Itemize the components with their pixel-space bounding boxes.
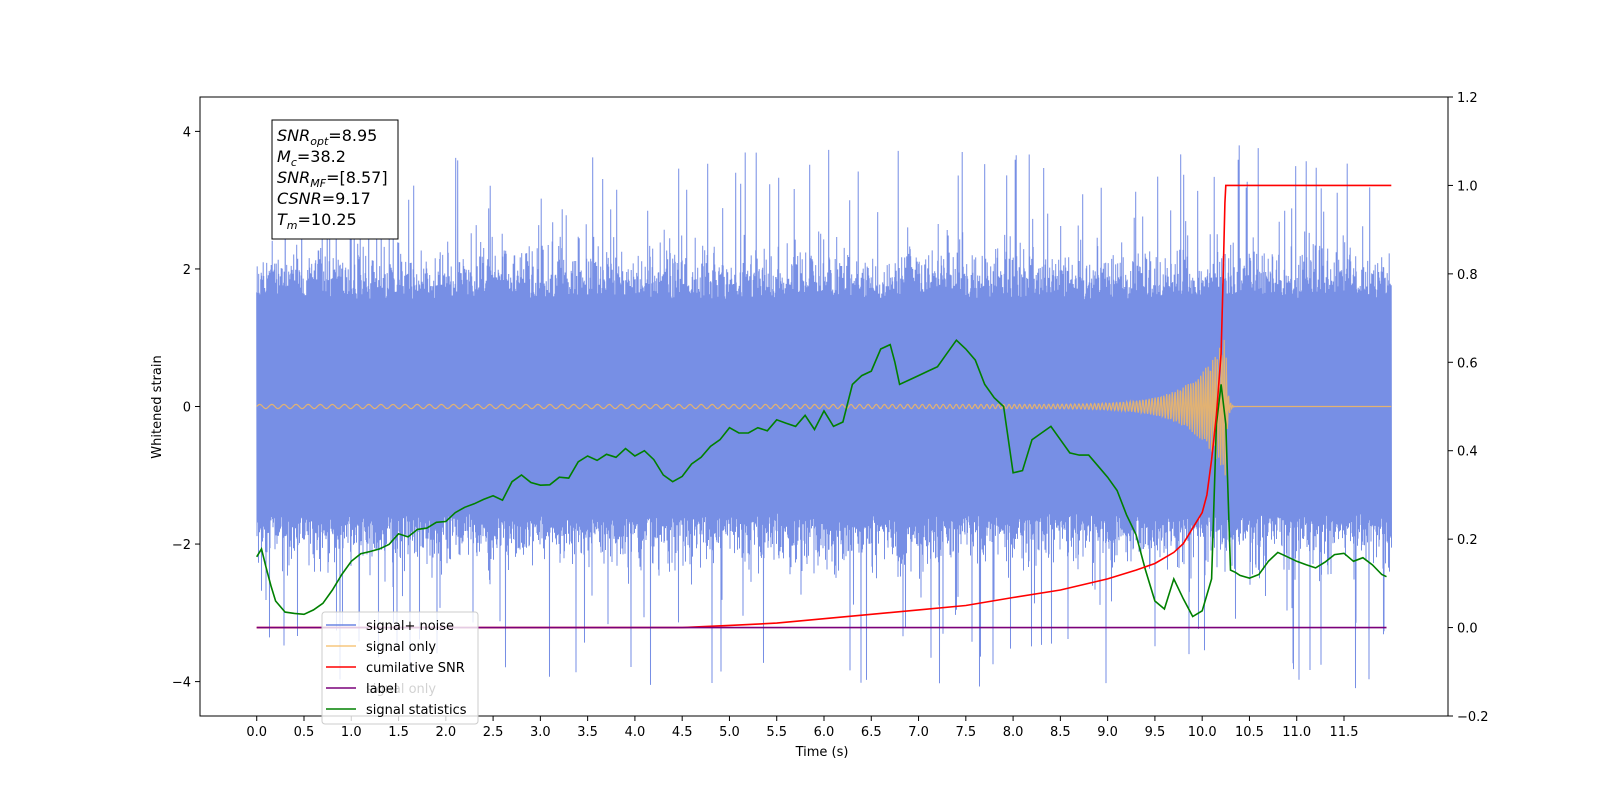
y2-tick-label: 0.2 [1457,533,1478,548]
y-tick-label: −4 [172,676,191,691]
legend-label: signal only [366,640,436,655]
x-tick-label: 3.0 [530,725,551,740]
info-line: SNRopt=8.95 [277,126,377,148]
info-line-symbol: T [277,210,288,229]
info-box: SNRopt=8.95Mc=38.2SNRMF=[8.57]CSNR=9.17T… [271,119,399,240]
y2-tick-label: 1.0 [1457,179,1478,194]
signal-statistics-line [256,338,1387,618]
info-line-subscript: m [287,219,298,232]
info-line-symbol: M [277,147,291,166]
signal-only-trace [256,339,1392,476]
x-axis: 0.0 0.5 1.0 1.5 2.0 2.5 3.0 3.5 4.0 4.5 5.0 5.5 6.0 6… [246,716,1358,740]
info-line-value: =10.25 [298,210,357,229]
y2-tick-label: 0.6 [1457,356,1478,371]
x-tick-label: 2.0 [435,725,456,740]
legend-frame [321,611,479,725]
x-tick-label: 7.0 [908,725,929,740]
legend: signal+ noise signal only cumilative SNR la… [321,611,479,725]
info-line-subscript: opt [310,135,329,148]
info-line: Mc=38.2 [277,147,346,169]
info-line: Tm=10.25 [277,210,357,232]
x-tick-label: 4.5 [672,725,693,740]
x-tick-label: 5.0 [719,725,740,740]
info-line-symbol: CSNR [277,189,322,208]
info-line-value: =38.2 [297,147,346,166]
x-tick-label: 9.5 [1145,725,1166,740]
x-tick-label: 1.0 [341,725,362,740]
x-tick-label: 11.5 [1330,725,1359,740]
info-line: SNRMF=[8.57] [277,168,388,190]
x-tick-label: 4.0 [625,725,646,740]
x-tick-label: 2.5 [483,725,504,740]
info-line-value: =[8.57] [326,168,388,187]
y-tick-label: 2 [183,263,191,278]
x-tick-label: 6.0 [814,725,835,740]
info-box-frame [271,119,399,240]
info-line-symbol: SNR [277,168,310,187]
x-tick-label: 6.5 [861,725,882,740]
info-line-subscript: MF [310,177,326,190]
x-tick-label: 10.5 [1235,725,1264,740]
x-tick-label: 0.0 [246,725,267,740]
info-line-value: =9.17 [322,189,371,208]
y2-tick-label: 0.4 [1457,445,1478,460]
x-tick-label: 3.5 [577,725,598,740]
y-axis-left: −4 −2 0 2 4 [172,125,200,691]
y-tick-label: 0 [183,401,191,416]
y-axis-label: Whitened strain [150,355,165,458]
x-axis-label: Time (s) [795,745,849,760]
y2-tick-label: 0.0 [1457,622,1478,637]
legend-label: signal statistics [366,703,467,718]
x-tick-label: 5.5 [766,725,787,740]
info-line-value: =8.95 [328,126,377,145]
legend-hidden-label: signal only [366,682,436,697]
info-line-subscript: c [291,156,297,169]
y2-tick-label: 1.2 [1457,91,1478,106]
x-tick-label: 0.5 [294,725,315,740]
info-line-symbol: SNR [277,126,310,145]
x-tick-label: 1.5 [388,725,409,740]
y-tick-label: 4 [183,125,191,140]
y2-tick-label: −0.2 [1457,710,1489,725]
x-tick-label: 10.0 [1188,725,1217,740]
legend-label: signal+ noise [366,619,454,634]
legend-label: label [366,682,397,697]
x-tick-label: 8.5 [1050,725,1071,740]
y-axis-right: −0.2 0.0 0.2 0.4 0.6 0.8 1.0 1.2 [1448,91,1489,725]
x-tick-label: 9.0 [1097,725,1118,740]
y-tick-label: −2 [172,538,191,553]
signal-only-line [256,339,1392,476]
x-tick-label: 7.5 [955,725,976,740]
info-line: CSNR=9.17 [277,189,371,208]
x-tick-label: 8.0 [1003,725,1024,740]
x-tick-label: 11.0 [1282,725,1311,740]
y2-tick-label: 0.8 [1457,268,1478,283]
legend-label: cumilative SNR [366,661,465,676]
